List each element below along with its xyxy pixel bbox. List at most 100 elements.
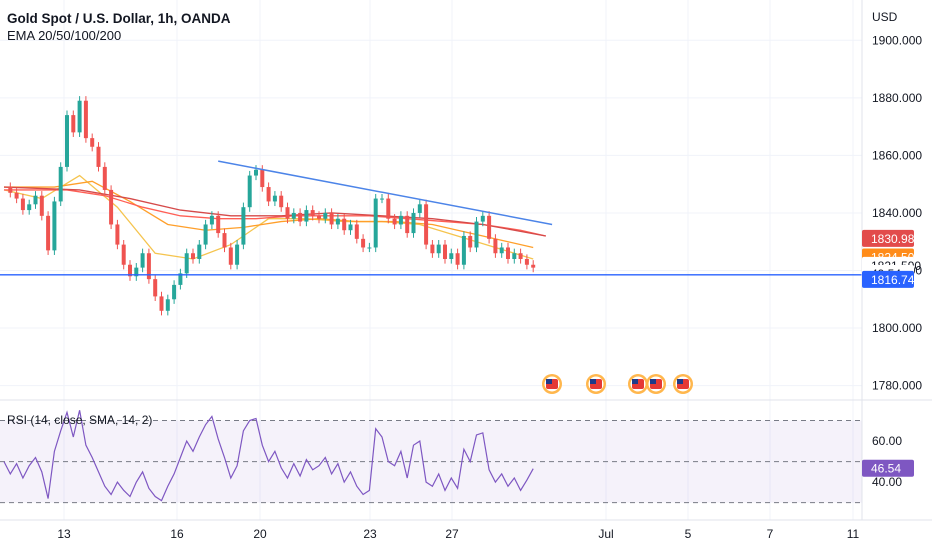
candle-body	[405, 215, 410, 234]
candle-body	[304, 210, 309, 222]
flag-canton	[590, 379, 596, 384]
candle-body	[65, 115, 69, 167]
flag-canton	[677, 379, 683, 384]
price-tick-label: 1900.000	[872, 33, 922, 47]
candle-body	[102, 166, 107, 190]
price-tick-label: 1880.000	[872, 91, 922, 105]
descending-trendline[interactable]	[218, 160, 553, 226]
candle-body	[90, 138, 95, 147]
rsi-tick-label: 60.00	[872, 434, 902, 448]
candle-body	[121, 244, 126, 265]
rsi-background-band	[0, 420, 862, 503]
candle-body	[115, 224, 120, 245]
candle-body	[493, 238, 498, 254]
price-tag-label: 1816.746	[871, 273, 921, 287]
candle-body	[487, 215, 492, 239]
candle-body	[247, 175, 252, 208]
candle-body	[380, 198, 384, 200]
symbol-title[interactable]: Gold Spot / U.S. Dollar, 1h, OANDA	[7, 11, 231, 26]
candle-body	[159, 296, 164, 311]
candle-body	[443, 244, 447, 259]
candle-body	[342, 218, 347, 231]
candle-body	[499, 247, 504, 254]
candle-body	[449, 253, 454, 259]
rsi-lines	[3, 410, 534, 502]
time-tick-label: Jul	[598, 527, 613, 541]
candle-body	[191, 253, 195, 259]
candle-body	[140, 253, 145, 268]
candle-body	[39, 195, 44, 216]
price-tick-label: 1800.000	[872, 321, 922, 335]
time-tick-label: 16	[170, 527, 184, 541]
candle-body	[96, 146, 101, 167]
candle-body	[424, 204, 429, 245]
candle-body	[329, 212, 334, 225]
candle-body	[455, 253, 460, 265]
candle-body	[134, 267, 139, 277]
candle-body	[392, 218, 397, 225]
candle-body	[430, 244, 435, 254]
candle-body	[203, 224, 208, 245]
flag-canton	[632, 379, 638, 384]
rsi-band	[0, 420, 862, 504]
candle-body	[33, 195, 38, 205]
flag-canton	[546, 379, 552, 384]
candle-body	[531, 264, 536, 268]
candle-body	[254, 169, 258, 176]
indicator-label[interactable]: EMA 20/50/100/200	[7, 28, 122, 43]
candle-body	[8, 187, 13, 193]
candle-body	[77, 100, 82, 133]
candle-body	[46, 215, 51, 251]
candle-body	[298, 212, 303, 222]
candle-body	[153, 279, 158, 297]
candle-body	[398, 215, 403, 225]
price-tick-label: 1860.000	[872, 148, 922, 162]
candle-body	[506, 247, 510, 259]
drawings[interactable]	[0, 160, 862, 276]
candle-body	[291, 212, 296, 219]
price-tag-label: 1830.984	[871, 232, 921, 246]
time-tick-label: 11	[847, 527, 860, 541]
candle-body	[348, 224, 353, 231]
candle-body	[474, 221, 479, 248]
candle-body	[216, 215, 221, 234]
candle-body	[417, 204, 422, 213]
candle-body	[172, 284, 177, 300]
candle-body	[361, 238, 366, 248]
candle-body	[512, 253, 517, 259]
rsi-line	[3, 410, 534, 502]
candle-body	[58, 166, 63, 202]
candle-body	[52, 201, 57, 251]
rsi-indicator-label[interactable]: RSI (14, close, SMA, 14, 2)	[7, 413, 153, 427]
candle-body	[461, 235, 466, 265]
event-icons[interactable]	[542, 374, 693, 394]
candle-body	[184, 253, 189, 274]
time-tick-label: 5	[685, 527, 692, 541]
price-tag	[862, 229, 914, 247]
candle-body	[241, 207, 246, 245]
chart-header: Gold Spot / U.S. Dollar, 1h, OANDA EMA 2…	[7, 10, 231, 44]
candle-body	[20, 198, 25, 211]
ema-line	[3, 174, 534, 260]
candle-body	[266, 187, 271, 202]
candle-body	[386, 198, 391, 219]
candle-body	[71, 115, 76, 133]
grid-lines	[0, 0, 862, 520]
candle-body	[524, 258, 529, 265]
price-candles	[8, 96, 536, 316]
candle-body	[373, 198, 378, 248]
candle-body	[109, 189, 114, 225]
candle-body	[260, 169, 265, 188]
candle-body	[197, 244, 202, 259]
candle-body	[14, 192, 19, 199]
candle-body	[335, 218, 340, 225]
candle-body	[178, 273, 183, 285]
candle-body	[323, 212, 328, 219]
candle-body	[436, 244, 441, 254]
price-tag	[862, 270, 914, 288]
rsi-tick-label: 40.00	[872, 475, 902, 489]
candle-body	[468, 235, 473, 248]
price-tick-label: 1780.000	[872, 379, 922, 393]
candle-body	[83, 100, 88, 139]
